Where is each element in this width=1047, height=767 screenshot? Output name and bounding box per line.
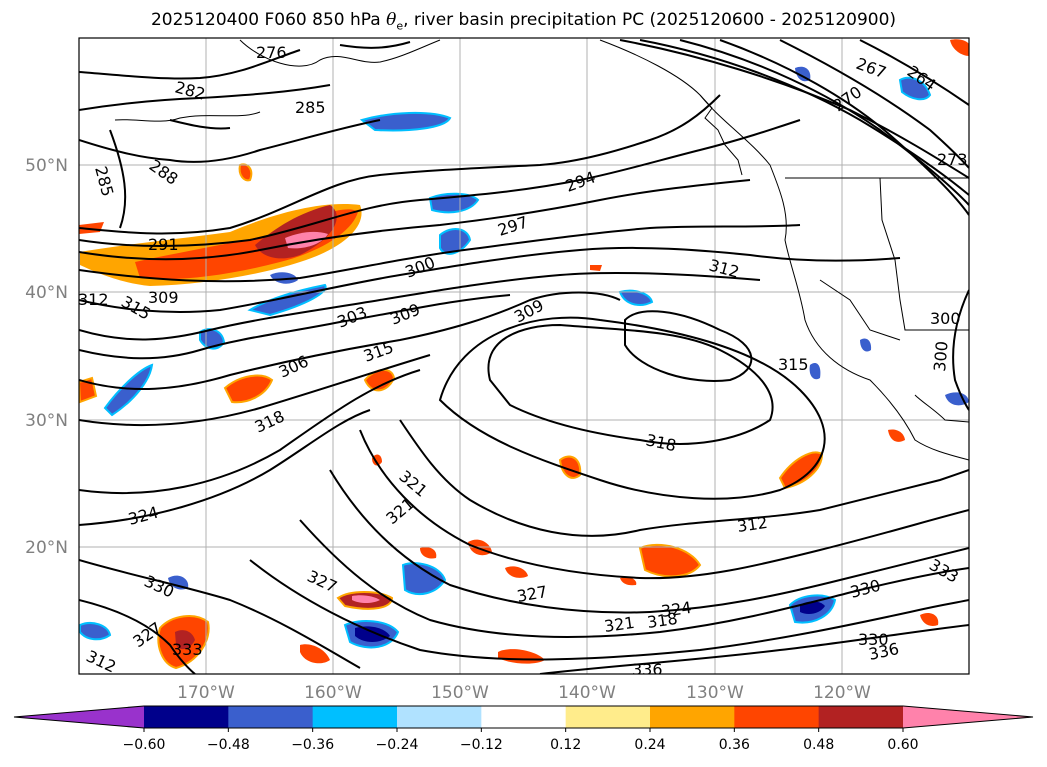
theta-symbol: θ [386, 10, 397, 30]
contour-label: 333 [172, 640, 203, 659]
theta-e-contours [79, 39, 969, 674]
lon-label: 130°W [686, 683, 744, 703]
colorbar-bin [565, 706, 651, 728]
lat-label: 50°N [25, 156, 68, 176]
colorbar-tick-label: 0.12 [550, 737, 581, 753]
colorbar-bin [818, 706, 904, 728]
contour-label: 318 [646, 609, 679, 632]
colorbar-extend-max [903, 706, 1033, 728]
lon-label: 120°W [813, 683, 871, 703]
figure-title: 2025120400 F060 850 hPa θe, river basin … [150, 10, 897, 33]
lon-label: 150°W [431, 683, 489, 703]
colorbar-bin [312, 706, 398, 728]
lat-label: 40°N [25, 283, 68, 303]
lon-label: 170°W [177, 683, 235, 703]
colorbar-tick-label: −0.24 [376, 737, 419, 753]
precip-negative-shading [79, 66, 969, 649]
colorbar-tick-label: −0.48 [207, 737, 250, 753]
contour-label: 285 [295, 98, 326, 117]
contour-label: 273 [937, 150, 968, 169]
latitude-labels: 50°N 40°N 30°N 20°N [25, 156, 68, 558]
lon-label: 160°W [304, 683, 362, 703]
colorbar-tick-label: −0.60 [123, 737, 166, 753]
map-area: 276 282 285 285 288 291 294 297 300 303 … [78, 38, 969, 679]
colorbar-bin [734, 706, 820, 728]
coastlines [114, 39, 969, 461]
colorbar-tick-label: 0.36 [719, 737, 750, 753]
colorbar-bin [481, 706, 567, 728]
colorbar: −0.60 −0.48 −0.36 −0.24 −0.12 0.12 0.24 0.36 0.4… [13, 705, 1034, 753]
colorbar-tick-label: −0.12 [460, 737, 503, 753]
colorbar-bin [397, 706, 482, 728]
lat-label: 30°N [25, 411, 68, 431]
contour-label: 315 [778, 355, 809, 374]
contour-label: 312 [78, 290, 109, 309]
longitude-labels: 170°W 160°W 150°W 140°W 130°W 120°W [177, 683, 871, 703]
theta-subscript: e [396, 19, 404, 33]
colorbar-bin [144, 706, 229, 728]
contour-label: 309 [148, 288, 179, 307]
contour-label: 321 [603, 613, 636, 636]
colorbar-bin [228, 706, 314, 728]
colorbar-bin [650, 706, 735, 728]
contour-label: 300 [930, 309, 961, 328]
contour-label: 312 [736, 513, 769, 536]
contour-label: 330 [858, 630, 889, 649]
colorbar-extend-min [14, 706, 144, 728]
lon-label: 140°W [558, 683, 616, 703]
map-frame [78, 37, 970, 675]
contour-label: 324 [660, 598, 693, 621]
contour-label: 276 [256, 43, 287, 62]
lat-label: 20°N [25, 538, 68, 558]
contour-label: 291 [148, 235, 179, 254]
colorbar-tick-label: 0.60 [887, 737, 918, 753]
contour-label: 336 [632, 660, 663, 679]
colorbar-tick-label: 0.24 [634, 737, 665, 753]
contour-label: 300 [930, 340, 952, 372]
colorbar-tick-label: 0.48 [803, 737, 834, 753]
colorbar-tick-label: −0.36 [291, 737, 334, 753]
